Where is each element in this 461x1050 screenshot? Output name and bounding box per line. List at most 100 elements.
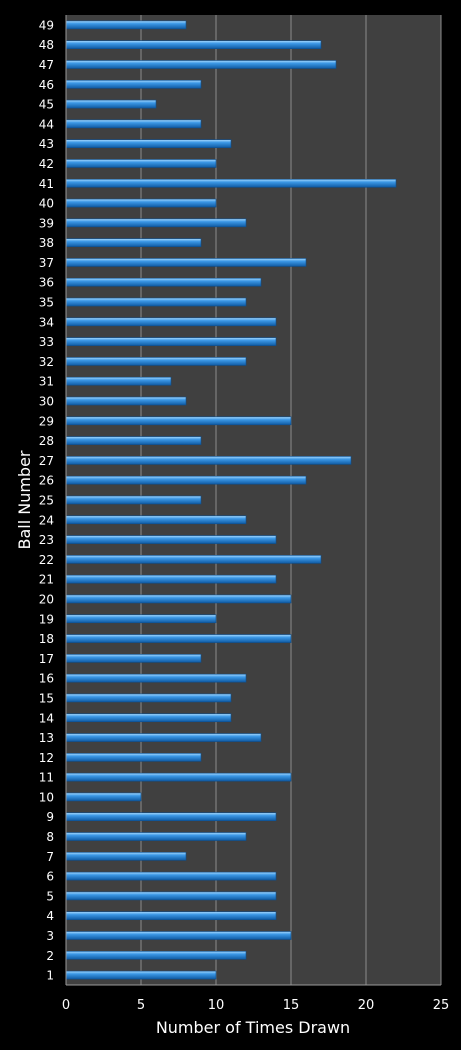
y-tick-label: 29 — [39, 414, 54, 428]
y-tick-label: 43 — [39, 137, 54, 151]
bar-ball-36 — [65, 277, 262, 287]
y-tick-label: 23 — [39, 533, 54, 547]
y-tick-label: 25 — [39, 494, 54, 508]
bar-ball-4 — [65, 911, 277, 921]
x-tick-labels: 0 5 10 15 20 25 — [62, 998, 449, 1013]
bar-ball-11 — [65, 772, 292, 782]
y-tick-label: 41 — [39, 177, 54, 191]
y-tick-label: 32 — [39, 355, 54, 369]
y-tick-label: 30 — [39, 395, 54, 409]
bar-ball-1 — [65, 970, 217, 980]
bar-ball-23 — [65, 535, 277, 544]
bar-ball-37 — [65, 258, 307, 267]
y-tick-label: 28 — [39, 434, 54, 448]
bar-ball-31 — [65, 376, 172, 386]
bar-ball-33 — [65, 337, 277, 346]
x-tick-label: 25 — [433, 998, 450, 1013]
y-tick-label: 9 — [46, 810, 54, 824]
y-tick-label: 38 — [39, 236, 54, 250]
y-tick-labels: 1234567891011121314151617181920212223242… — [39, 18, 54, 982]
bar-ball-27 — [65, 456, 352, 465]
bar-ball-41 — [65, 178, 397, 188]
bar-ball-7 — [65, 852, 187, 861]
bar-ball-14 — [65, 713, 232, 723]
y-tick-label: 1 — [46, 969, 54, 983]
bar-ball-2 — [65, 951, 247, 960]
y-tick-label: 24 — [39, 513, 54, 527]
y-tick-label: 27 — [39, 454, 54, 468]
x-axis-label: Number of Times Drawn — [156, 1018, 350, 1037]
y-tick-label: 40 — [39, 197, 54, 211]
bar-ball-45 — [65, 99, 157, 109]
y-tick-label: 12 — [39, 751, 54, 765]
bars — [65, 20, 397, 980]
y-tick-label: 20 — [39, 592, 54, 606]
y-tick-label: 2 — [46, 949, 54, 963]
bar-ball-18 — [65, 634, 292, 643]
y-tick-label: 42 — [39, 157, 54, 171]
bar-ball-32 — [65, 357, 247, 366]
bar-ball-40 — [65, 198, 217, 208]
bar-ball-46 — [65, 79, 202, 89]
y-tick-label: 34 — [39, 315, 54, 329]
bar-ball-35 — [65, 297, 247, 307]
y-tick-label: 4 — [46, 909, 54, 923]
bar-ball-24 — [65, 515, 247, 525]
y-tick-label: 39 — [39, 216, 54, 230]
y-tick-label: 18 — [39, 632, 54, 646]
bar-ball-3 — [65, 931, 292, 940]
bar-ball-28 — [65, 436, 202, 445]
bar-ball-25 — [65, 495, 202, 505]
y-tick-label: 45 — [39, 98, 54, 112]
y-tick-label: 36 — [39, 276, 54, 290]
bar-ball-22 — [65, 555, 322, 564]
bar-ball-49 — [65, 20, 187, 30]
bar-ball-17 — [65, 654, 202, 663]
bar-ball-39 — [65, 218, 247, 228]
y-tick-label: 14 — [39, 711, 54, 725]
y-tick-label: 22 — [39, 553, 54, 567]
bar-ball-29 — [65, 416, 292, 426]
y-tick-label: 46 — [39, 78, 54, 92]
bar-ball-43 — [65, 139, 232, 148]
y-tick-label: 8 — [46, 830, 54, 844]
bar-ball-20 — [65, 594, 292, 604]
y-tick-label: 5 — [46, 889, 54, 903]
y-tick-label: 33 — [39, 335, 54, 349]
y-tick-label: 31 — [39, 375, 54, 389]
bar-ball-15 — [65, 693, 232, 703]
bar-ball-10 — [65, 792, 142, 802]
y-tick-label: 13 — [39, 731, 54, 745]
bar-ball-42 — [65, 159, 217, 168]
y-tick-label: 44 — [39, 117, 54, 131]
bar-ball-5 — [65, 891, 277, 901]
bar-ball-9 — [65, 812, 277, 822]
bar-ball-19 — [65, 614, 217, 624]
y-tick-label: 21 — [39, 573, 54, 587]
y-tick-label: 26 — [39, 474, 54, 488]
y-tick-label: 17 — [39, 652, 54, 666]
bar-ball-26 — [65, 475, 307, 485]
bar-ball-48 — [65, 40, 322, 49]
bar-ball-30 — [65, 396, 187, 406]
bar-ball-6 — [65, 871, 277, 881]
bar-ball-47 — [65, 60, 337, 69]
y-tick-label: 16 — [39, 672, 54, 686]
y-tick-label: 6 — [46, 870, 54, 884]
y-tick-label: 11 — [39, 771, 54, 785]
x-tick-label: 5 — [137, 998, 145, 1013]
bar-ball-44 — [65, 119, 202, 129]
y-tick-label: 15 — [39, 691, 54, 705]
y-tick-label: 35 — [39, 296, 54, 310]
bar-ball-21 — [65, 574, 277, 584]
y-tick-label: 3 — [46, 929, 54, 943]
bar-ball-38 — [65, 238, 202, 247]
y-tick-label: 7 — [46, 850, 54, 864]
grid-lines — [140, 15, 442, 985]
bar-ball-8 — [65, 832, 247, 841]
bar-ball-16 — [65, 673, 247, 683]
x-tick-label: 0 — [62, 998, 70, 1013]
y-tick-label: 19 — [39, 612, 54, 626]
y-tick-label: 47 — [39, 58, 54, 72]
